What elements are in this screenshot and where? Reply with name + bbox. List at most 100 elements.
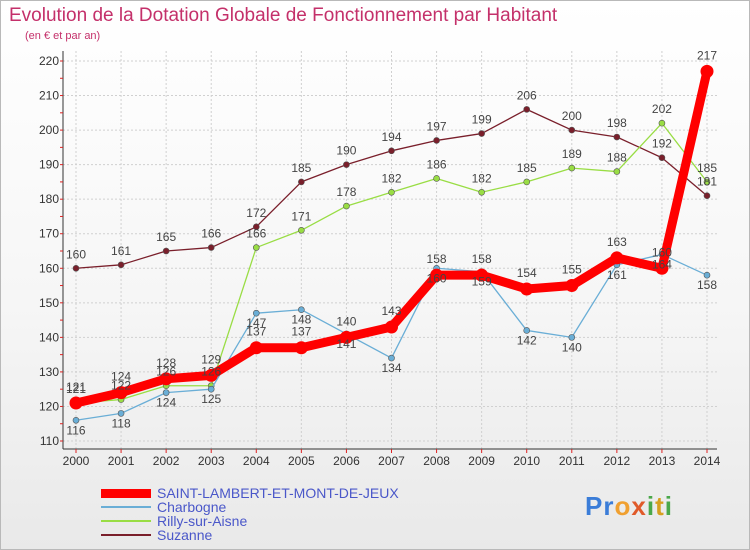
proxiti-logo: Proxiti — [585, 491, 673, 522]
x-tick-label: 2010 — [513, 454, 540, 468]
y-tick-label: 110 — [40, 434, 59, 448]
data-label-suzanne: 161 — [111, 244, 131, 258]
data-point-rilly-sur-aisne — [478, 188, 485, 196]
y-tick-label: 200 — [39, 123, 59, 137]
logo-letter: x — [631, 491, 647, 521]
logo-letter: i — [646, 491, 656, 521]
data-point-rilly-sur-aisne — [613, 168, 621, 175]
data-point-rilly-sur-aisne — [658, 119, 666, 127]
data-point-suzanne — [207, 244, 215, 251]
chart-legend: SAINT-LAMBERT-ET-MONT-DE-JEUX Charbogne Ri… — [101, 486, 399, 542]
logo-letter: i — [664, 491, 673, 521]
data-label-charbogne: 164 — [652, 257, 672, 271]
data-point-suzanne — [658, 154, 666, 162]
data-point-charbogne — [523, 327, 531, 334]
data-point-suzanne — [613, 133, 621, 141]
data-point-suzanne — [343, 161, 350, 168]
data-label-charbogne: 158 — [697, 278, 717, 292]
data-label-saint-lambert-et-mont-de-jeux: 158 — [427, 252, 447, 266]
legend-item: Charbogne — [101, 500, 399, 514]
data-point-saint-lambert-et-mont-de-jeux — [610, 251, 624, 265]
logo-letter: t — [655, 491, 665, 521]
x-tick-label: 2006 — [333, 454, 360, 468]
data-point-saint-lambert-et-mont-de-jeux — [700, 64, 714, 78]
y-tick-label: 190 — [39, 158, 59, 172]
data-point-charbogne — [298, 306, 305, 314]
data-point-saint-lambert-et-mont-de-jeux — [249, 341, 263, 355]
data-point-rilly-sur-aisne — [388, 188, 395, 196]
data-label-charbogne: 124 — [156, 396, 176, 410]
data-label-suzanne: 166 — [201, 227, 221, 241]
data-point-suzanne — [703, 192, 711, 200]
data-label-suzanne: 199 — [472, 113, 492, 127]
data-label-saint-lambert-et-mont-de-jeux: 137 — [291, 325, 311, 339]
data-label-saint-lambert-et-mont-de-jeux: 143 — [381, 304, 401, 318]
x-tick-label: 2004 — [243, 454, 270, 468]
x-tick-label: 2005 — [288, 454, 315, 468]
chart-subtitle: (en € et par an) — [25, 30, 101, 42]
y-tick-label: 220 — [39, 54, 59, 68]
data-point-charbogne — [252, 309, 260, 317]
legend-item: Suzanne — [101, 528, 399, 542]
data-label-saint-lambert-et-mont-de-jeux: 137 — [246, 325, 266, 339]
data-label-suzanne: 185 — [291, 161, 311, 175]
chart-title: Evolution de la Dotation Globale de Fonc… — [9, 5, 558, 26]
data-point-saint-lambert-et-mont-de-jeux — [69, 396, 83, 410]
x-tick-label: 2009 — [468, 454, 495, 468]
data-label-rilly-sur-aisne: 185 — [517, 161, 537, 175]
data-label-charbogne: 141 — [336, 337, 356, 351]
data-label-rilly-sur-aisne: 122 — [111, 379, 131, 393]
data-point-suzanne — [162, 247, 170, 255]
data-label-rilly-sur-aisne: 182 — [472, 171, 492, 185]
data-point-suzanne — [478, 130, 485, 137]
data-label-rilly-sur-aisne: 121 — [66, 382, 86, 396]
legend-label: SAINT-LAMBERT-ET-MONT-DE-JEUX — [157, 485, 399, 501]
data-label-rilly-sur-aisne: 182 — [381, 171, 401, 185]
data-point-charbogne — [703, 271, 711, 279]
x-tick-label: 2003 — [198, 454, 225, 468]
data-point-saint-lambert-et-mont-de-jeux — [114, 386, 128, 400]
data-point-charbogne — [388, 354, 395, 362]
data-label-saint-lambert-et-mont-de-jeux: 124 — [111, 370, 131, 384]
data-label-saint-lambert-et-mont-de-jeux: 160 — [652, 245, 672, 259]
data-point-saint-lambert-et-mont-de-jeux — [565, 279, 579, 293]
y-tick-label: 170 — [39, 227, 59, 241]
data-label-rilly-sur-aisne: 185 — [697, 161, 717, 175]
data-label-rilly-sur-aisne: 171 — [291, 209, 311, 223]
data-point-suzanne — [568, 126, 576, 134]
data-point-saint-lambert-et-mont-de-jeux — [655, 261, 669, 275]
data-point-suzanne — [72, 264, 80, 272]
data-point-saint-lambert-et-mont-de-jeux — [294, 341, 308, 355]
data-label-rilly-sur-aisne: 126 — [156, 365, 176, 379]
data-label-rilly-sur-aisne: 166 — [246, 227, 266, 241]
data-label-suzanne: 165 — [156, 230, 176, 244]
x-tick-label: 2014 — [694, 454, 721, 468]
data-point-rilly-sur-aisne — [252, 244, 260, 251]
data-label-saint-lambert-et-mont-de-jeux: 128 — [156, 356, 176, 370]
data-label-suzanne: 160 — [66, 247, 86, 261]
x-tick-label: 2013 — [649, 454, 676, 468]
data-label-charbogne: 159 — [472, 275, 492, 289]
data-label-suzanne: 190 — [336, 144, 356, 158]
data-point-charbogne — [162, 389, 170, 396]
data-label-suzanne: 194 — [381, 130, 401, 144]
data-label-suzanne: 172 — [246, 206, 266, 220]
data-point-saint-lambert-et-mont-de-jeux — [204, 368, 218, 382]
y-tick-label: 210 — [39, 89, 59, 103]
data-label-suzanne: 198 — [607, 116, 627, 130]
data-point-rilly-sur-aisne — [433, 175, 440, 182]
data-label-charbogne: 125 — [201, 392, 221, 406]
data-label-charbogne: 160 — [427, 271, 447, 285]
x-tick-label: 2007 — [378, 454, 405, 468]
data-label-charbogne: 118 — [112, 416, 131, 430]
data-label-charbogne: 161 — [607, 268, 627, 282]
data-label-charbogne: 134 — [381, 361, 401, 375]
data-label-suzanne: 200 — [562, 109, 582, 123]
legend-label: Charbogne — [157, 499, 227, 515]
logo-letter: o — [614, 491, 632, 521]
data-label-rilly-sur-aisne: 178 — [336, 185, 356, 199]
logo-letter: P — [585, 491, 604, 521]
y-tick-label: 140 — [39, 330, 59, 344]
